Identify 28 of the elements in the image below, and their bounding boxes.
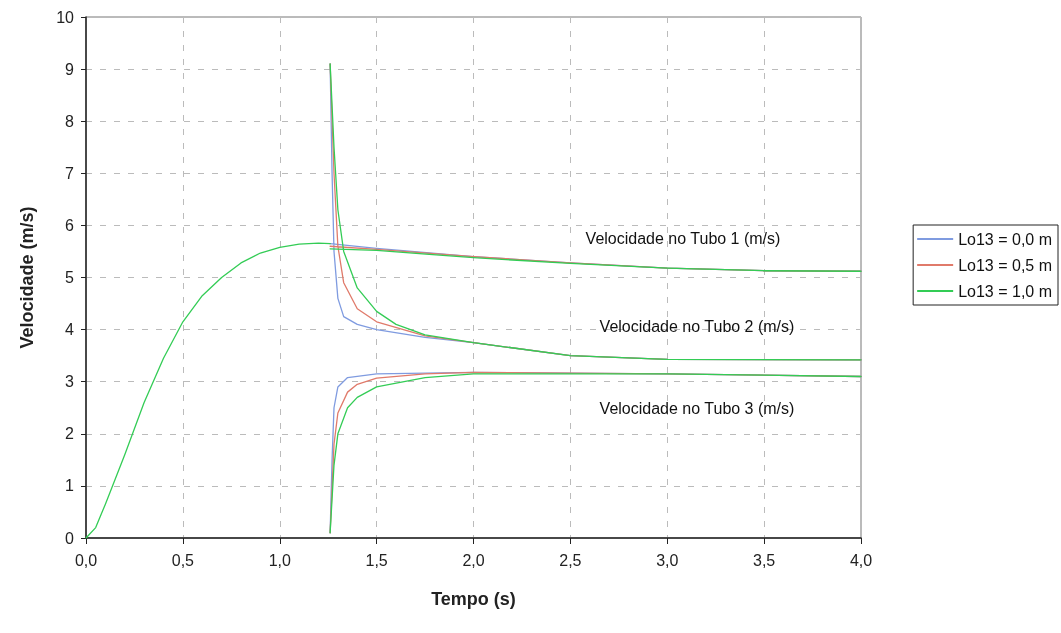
annotation: Velocidade no Tubo 1 (m/s): [585, 229, 781, 247]
y-tick-label: 9: [65, 60, 75, 78]
annotation: Velocidade no Tubo 2 (m/s): [599, 317, 795, 335]
x-tick-label: 3,5: [753, 551, 776, 569]
y-tick-label: 6: [65, 216, 75, 234]
x-tick-label: 2,0: [462, 551, 485, 569]
x-tick-label: 1,5: [365, 551, 388, 569]
x-tick-label: 4,0: [849, 551, 873, 569]
legend-label: Lo13 = 0,5 m: [958, 256, 1052, 274]
x-tick-label: 3,0: [656, 551, 679, 569]
y-tick-label: 7: [65, 164, 75, 182]
y-tick-label: 1: [65, 477, 75, 495]
legend-label: Lo13 = 0,0 m: [958, 230, 1052, 248]
y-tick-label: 5: [65, 269, 75, 286]
y-axis-title: Velocidade (m/s): [17, 206, 37, 349]
y-tick-label: 2: [65, 425, 75, 443]
x-tick-label: 1,0: [268, 551, 291, 569]
y-tick-label: 3: [65, 373, 75, 391]
x-tick-label: 0,5: [171, 551, 195, 569]
y-tick-label: 8: [65, 112, 75, 130]
y-tick-label: 0: [65, 529, 75, 547]
y-tick-label: 10: [56, 8, 75, 26]
legend-label: Lo13 = 1,0 m: [958, 282, 1052, 300]
x-tick-label: 2,5: [559, 551, 582, 569]
x-tick-label: 0,0: [74, 551, 98, 569]
annotation: Velocidade no Tubo 3 (m/s): [599, 399, 795, 417]
y-tick-label: 4: [65, 321, 75, 339]
x-axis-title: Tempo (s): [431, 589, 516, 609]
